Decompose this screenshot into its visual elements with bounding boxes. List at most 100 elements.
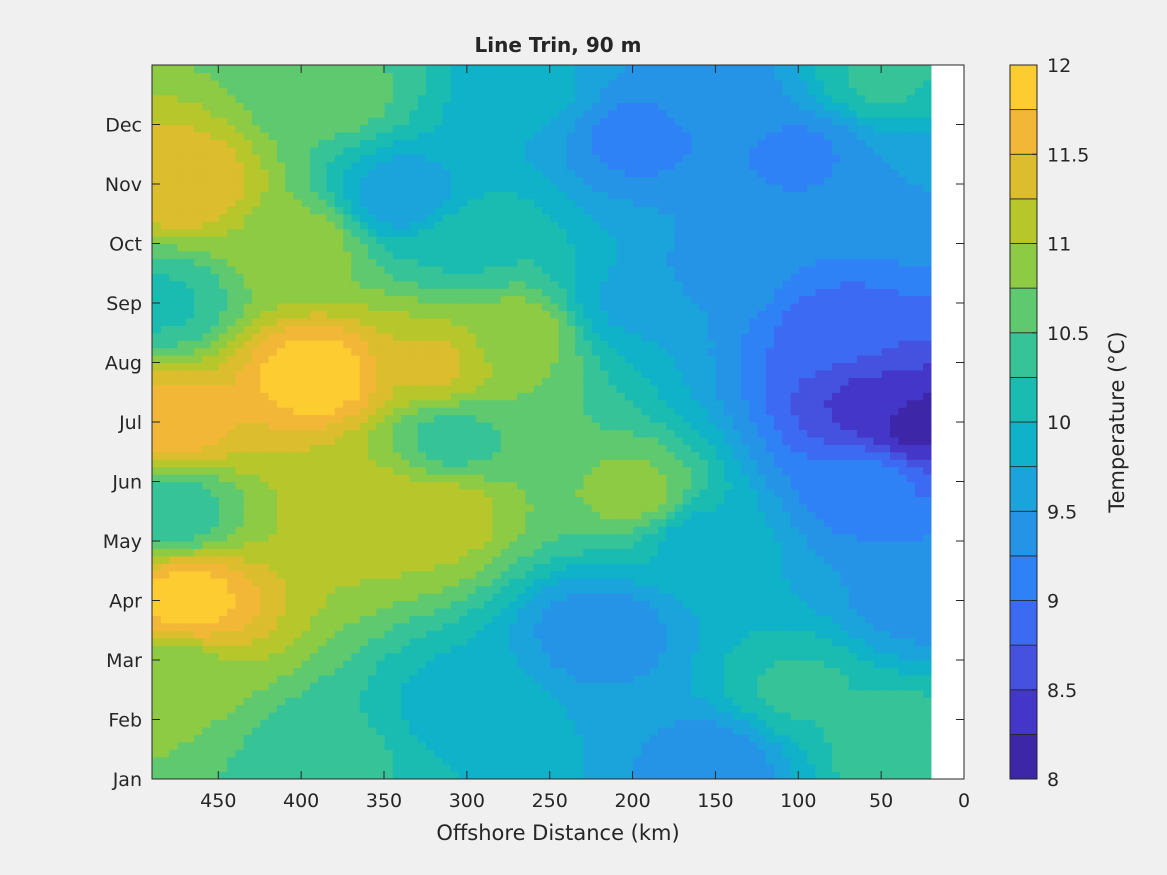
heatmap-cell bbox=[698, 139, 708, 148]
heatmap-cell bbox=[566, 607, 576, 616]
heatmap-cell bbox=[723, 161, 733, 170]
heatmap-cell bbox=[773, 578, 783, 587]
heatmap-cell bbox=[682, 689, 692, 698]
heatmap-cell bbox=[690, 660, 700, 669]
heatmap-cell bbox=[649, 273, 659, 282]
heatmap-cell bbox=[657, 422, 667, 431]
heatmap-cell bbox=[640, 719, 650, 728]
heatmap-cell bbox=[649, 682, 659, 691]
heatmap-cell bbox=[591, 541, 601, 550]
heatmap-cell bbox=[533, 607, 543, 616]
heatmap-cell bbox=[690, 131, 700, 140]
heatmap-cell bbox=[756, 228, 766, 237]
heatmap-cell bbox=[798, 332, 808, 341]
heatmap-cell bbox=[657, 726, 667, 735]
heatmap-cell bbox=[549, 228, 559, 237]
heatmap-cell bbox=[732, 198, 741, 207]
heatmap-cell bbox=[682, 236, 692, 245]
heatmap-cell bbox=[632, 660, 642, 669]
heatmap-cell bbox=[732, 771, 741, 779]
heatmap-cell bbox=[848, 503, 857, 512]
heatmap-cell bbox=[806, 317, 816, 326]
heatmap-cell bbox=[922, 511, 932, 520]
heatmap-cell bbox=[732, 221, 741, 230]
heatmap-cell bbox=[616, 310, 625, 319]
heatmap-cell bbox=[872, 749, 882, 758]
heatmap-cell bbox=[690, 102, 700, 111]
heatmap-cell bbox=[524, 154, 534, 163]
heatmap-cell bbox=[607, 459, 617, 468]
heatmap-cell bbox=[856, 303, 866, 312]
heatmap-cell bbox=[765, 622, 775, 631]
heatmap-cell bbox=[814, 139, 824, 148]
heatmap-cell bbox=[682, 310, 692, 319]
heatmap-cell bbox=[732, 340, 741, 349]
heatmap-cell bbox=[872, 436, 882, 445]
heatmap-cell bbox=[574, 280, 584, 289]
heatmap-cell bbox=[839, 184, 849, 193]
heatmap-cell bbox=[897, 325, 907, 334]
heatmap-cell bbox=[566, 131, 576, 140]
heatmap-cell bbox=[773, 139, 783, 148]
heatmap-cell bbox=[889, 444, 899, 453]
heatmap-cell bbox=[624, 265, 634, 274]
heatmap-cell bbox=[839, 533, 849, 542]
heatmap-cell bbox=[732, 407, 741, 416]
heatmap-cell bbox=[657, 697, 667, 706]
heatmap-cell bbox=[591, 213, 601, 222]
heatmap-cell bbox=[889, 280, 899, 289]
heatmap-cell bbox=[574, 369, 584, 378]
heatmap-cell bbox=[748, 518, 758, 527]
heatmap-cell bbox=[591, 734, 601, 743]
heatmap-cell bbox=[889, 637, 899, 646]
heatmap-cell bbox=[839, 414, 849, 423]
heatmap-cell bbox=[524, 236, 534, 245]
heatmap-cell bbox=[914, 674, 924, 683]
heatmap-cell bbox=[756, 466, 766, 475]
heatmap-cell bbox=[839, 124, 849, 133]
heatmap-cell bbox=[558, 652, 567, 661]
heatmap-cell bbox=[906, 645, 915, 654]
heatmap-cell bbox=[723, 645, 733, 654]
heatmap-cell bbox=[773, 369, 783, 378]
heatmap-cell bbox=[690, 213, 700, 222]
heatmap-cell bbox=[640, 146, 650, 155]
heatmap-cell bbox=[856, 355, 866, 364]
heatmap-cell bbox=[591, 243, 601, 252]
heatmap-cell bbox=[674, 94, 683, 103]
heatmap-cell bbox=[607, 600, 617, 609]
heatmap-cell bbox=[806, 355, 816, 364]
heatmap-cell bbox=[591, 704, 601, 713]
heatmap-cell bbox=[732, 124, 741, 133]
heatmap-cell bbox=[806, 184, 816, 193]
heatmap-cell bbox=[914, 749, 924, 758]
heatmap-cell bbox=[582, 719, 592, 728]
heatmap-cell bbox=[582, 622, 592, 631]
heatmap-cell bbox=[872, 660, 882, 669]
heatmap-cell bbox=[806, 511, 816, 520]
heatmap-cell bbox=[640, 488, 650, 497]
heatmap-cell bbox=[582, 459, 592, 468]
heatmap-cell bbox=[524, 660, 534, 669]
heatmap-cell bbox=[516, 756, 526, 765]
heatmap-cell bbox=[549, 273, 559, 282]
heatmap-cell bbox=[897, 131, 907, 140]
heatmap-cell bbox=[591, 310, 601, 319]
heatmap-cell bbox=[632, 511, 642, 520]
heatmap-cell bbox=[748, 169, 758, 178]
heatmap-cell bbox=[798, 161, 808, 170]
heatmap-cell bbox=[864, 243, 874, 252]
heatmap-cell bbox=[790, 533, 799, 542]
heatmap-cell bbox=[516, 578, 526, 587]
heatmap-cell bbox=[914, 243, 924, 252]
heatmap-cell bbox=[674, 444, 683, 453]
heatmap-cell bbox=[624, 593, 634, 602]
heatmap-cell bbox=[790, 109, 799, 118]
heatmap-cell bbox=[889, 607, 899, 616]
heatmap-cell bbox=[715, 407, 725, 416]
heatmap-cell bbox=[897, 563, 907, 572]
heatmap-cell bbox=[848, 474, 857, 483]
heatmap-cell bbox=[781, 719, 791, 728]
heatmap-cell bbox=[756, 392, 766, 401]
heatmap-cell bbox=[881, 689, 891, 698]
